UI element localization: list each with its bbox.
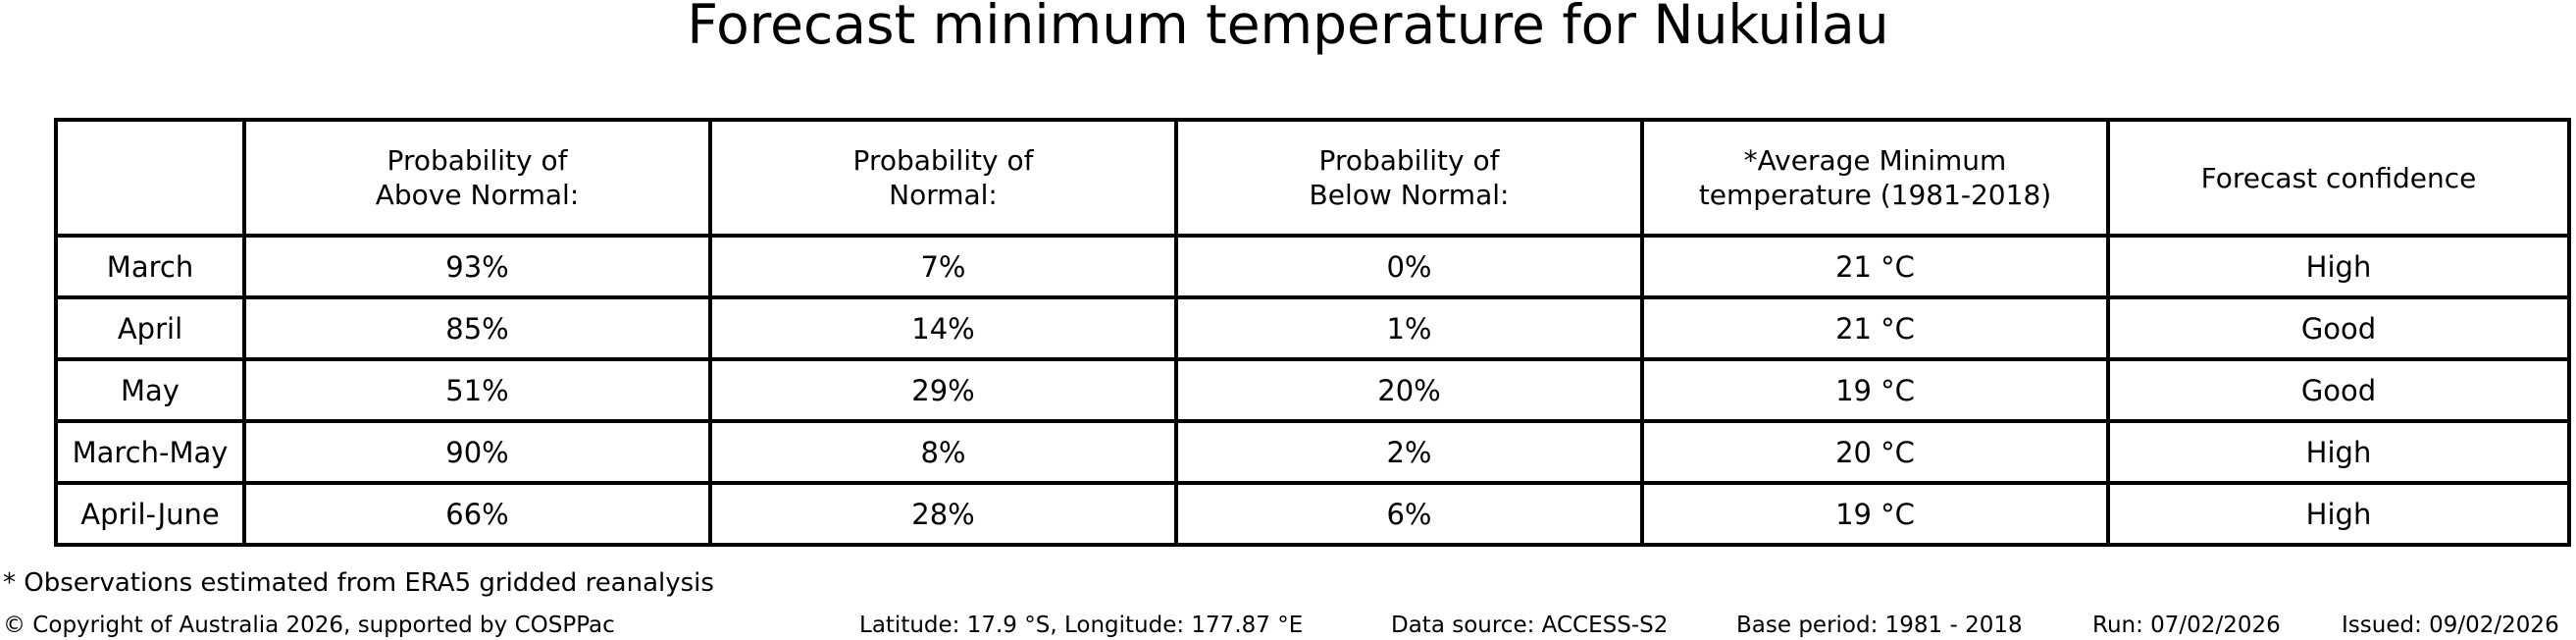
period-label: March-May	[54, 419, 246, 485]
prob-normal-cell: 8%	[708, 419, 1178, 485]
run-date-text: Run: 07/02/2026	[2092, 613, 2281, 638]
prob-normal-cell: 7%	[708, 234, 1178, 299]
avg-min-temp-cell: 19 °C	[1640, 357, 2110, 423]
forecast-table: Probability of Above Normal: Probability…	[54, 118, 2571, 547]
column-header-average-minimum: *Average Minimum temperature (1981-2018)	[1640, 118, 2110, 238]
prob-below-cell: 6%	[1174, 481, 1644, 547]
avg-min-temp-cell: 20 °C	[1640, 419, 2110, 485]
footnote-text: * Observations estimated from ERA5 gridd…	[3, 568, 714, 598]
column-header-confidence: Forecast confidence	[2106, 118, 2571, 238]
prob-below-cell: 2%	[1174, 419, 1644, 485]
page-title: Forecast minimum temperature for Nukuila…	[687, 0, 1889, 56]
avg-min-temp-cell: 21 °C	[1640, 295, 2110, 361]
table-header-row: Probability of Above Normal: Probability…	[54, 118, 2571, 238]
location-text: Latitude: 17.9 °S, Longitude: 177.87 °E	[859, 613, 1304, 638]
prob-above-cell: 85%	[242, 295, 712, 361]
prob-above-cell: 51%	[242, 357, 712, 423]
column-header-line: Below Normal:	[1309, 179, 1510, 211]
avg-min-temp-cell: 19 °C	[1640, 481, 2110, 547]
period-label: April-June	[54, 481, 246, 547]
prob-normal-cell: 29%	[708, 357, 1178, 423]
table-row-april: April 85% 14% 1% 21 °C Good	[54, 295, 2571, 361]
prob-above-cell: 66%	[242, 481, 712, 547]
column-header-line: temperature (1981-2018)	[1698, 179, 2052, 211]
column-header-line: Probability of	[852, 144, 1034, 177]
prob-below-cell: 1%	[1174, 295, 1644, 361]
prob-above-cell: 90%	[242, 419, 712, 485]
column-header-line: Forecast confidence	[2200, 161, 2477, 194]
issued-date-text: Issued: 09/02/2026	[2342, 613, 2559, 638]
column-header-below-normal: Probability of Below Normal:	[1174, 118, 1644, 238]
confidence-cell: High	[2106, 234, 2571, 299]
prob-normal-cell: 14%	[708, 295, 1178, 361]
column-header-line: Probability of	[1318, 144, 1500, 177]
column-header-above-normal: Probability of Above Normal:	[242, 118, 712, 238]
prob-above-cell: 93%	[242, 234, 712, 299]
table-row-april-june: April-June 66% 28% 6% 19 °C High	[54, 481, 2571, 547]
confidence-cell: High	[2106, 419, 2571, 485]
confidence-cell: High	[2106, 481, 2571, 547]
base-period-text: Base period: 1981 - 2018	[1736, 613, 2023, 638]
table-row-may: May 51% 29% 20% 19 °C Good	[54, 357, 2571, 423]
period-label: April	[54, 295, 246, 361]
table-row-march: March 93% 7% 0% 21 °C High	[54, 234, 2571, 299]
prob-normal-cell: 28%	[708, 481, 1178, 547]
column-header-empty	[54, 118, 246, 238]
column-header-normal: Probability of Normal:	[708, 118, 1178, 238]
period-label: May	[54, 357, 246, 423]
column-header-line: Probability of	[386, 144, 568, 177]
prob-below-cell: 0%	[1174, 234, 1644, 299]
confidence-cell: Good	[2106, 357, 2571, 423]
prob-below-cell: 20%	[1174, 357, 1644, 423]
period-label: March	[54, 234, 246, 299]
column-header-line: Above Normal:	[375, 179, 580, 211]
column-header-line: *Average Minimum	[1743, 144, 2007, 177]
column-header-line: Normal:	[889, 179, 998, 211]
copyright-text: © Copyright of Australia 2026, supported…	[3, 613, 615, 638]
confidence-cell: Good	[2106, 295, 2571, 361]
avg-min-temp-cell: 21 °C	[1640, 234, 2110, 299]
data-source-text: Data source: ACCESS-S2	[1391, 613, 1669, 638]
table-row-march-may: March-May 90% 8% 2% 20 °C High	[54, 419, 2571, 485]
